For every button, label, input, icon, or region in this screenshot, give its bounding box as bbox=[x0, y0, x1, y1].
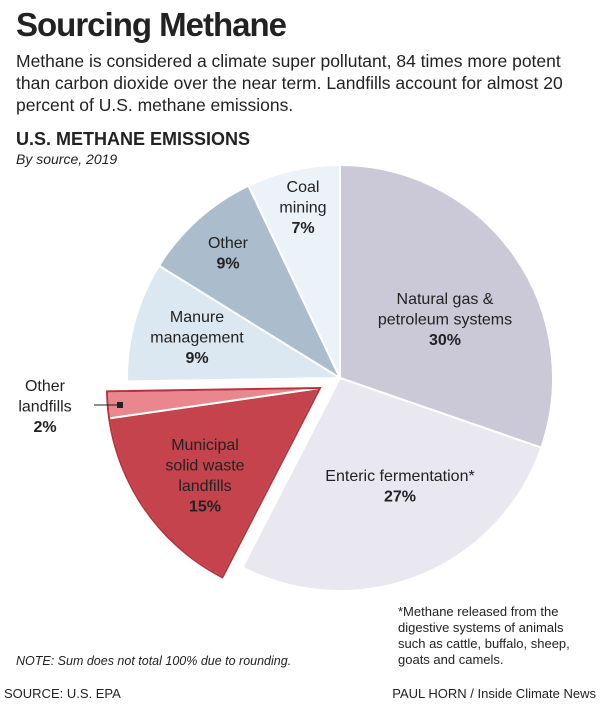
footnote: *Methane released from the digestive sys… bbox=[398, 604, 570, 667]
chart-subtitle: By source, 2019 bbox=[16, 151, 118, 167]
slice-label: Other bbox=[25, 378, 66, 395]
slice-label: petroleum systems bbox=[378, 312, 512, 329]
value-label: 2% bbox=[33, 419, 56, 436]
slice-label: mining bbox=[279, 200, 326, 217]
slice-label: Natural gas & bbox=[397, 291, 494, 308]
value-label: 9% bbox=[216, 256, 239, 273]
credit: PAUL HORN / Inside Climate News bbox=[392, 686, 596, 701]
note: NOTE: Sum does not total 100% due to rou… bbox=[16, 654, 292, 668]
slice-label: Manure bbox=[170, 309, 224, 326]
slice-label: Enteric fermentation* bbox=[325, 468, 474, 485]
pie-slice bbox=[247, 163, 341, 379]
slice-label: landfills bbox=[18, 399, 71, 416]
value-label: 9% bbox=[185, 350, 208, 367]
slice-label: landfills bbox=[178, 478, 231, 495]
value-label: 30% bbox=[429, 332, 461, 349]
title: Sourcing Methane bbox=[16, 6, 287, 43]
slice-label: Municipal bbox=[171, 437, 239, 454]
source: SOURCE: U.S. EPA bbox=[4, 686, 121, 701]
slice-label: Other bbox=[208, 235, 249, 252]
pie-slice bbox=[157, 184, 343, 381]
pie-slice bbox=[339, 163, 554, 449]
leader-dot bbox=[117, 402, 123, 408]
chart-title: U.S. METHANE EMISSIONS bbox=[16, 129, 251, 149]
pie-slice bbox=[241, 376, 543, 592]
value-label: 27% bbox=[384, 489, 416, 506]
value-label: 15% bbox=[189, 499, 221, 516]
intro: Methane is considered a climate super po… bbox=[16, 51, 563, 115]
slice-label: Coal bbox=[287, 179, 320, 196]
pie-slice bbox=[126, 264, 344, 383]
slice-label: management bbox=[150, 330, 244, 347]
slice-label: solid waste bbox=[165, 458, 244, 475]
value-label: 7% bbox=[291, 220, 314, 237]
slice-outline bbox=[106, 386, 322, 579]
